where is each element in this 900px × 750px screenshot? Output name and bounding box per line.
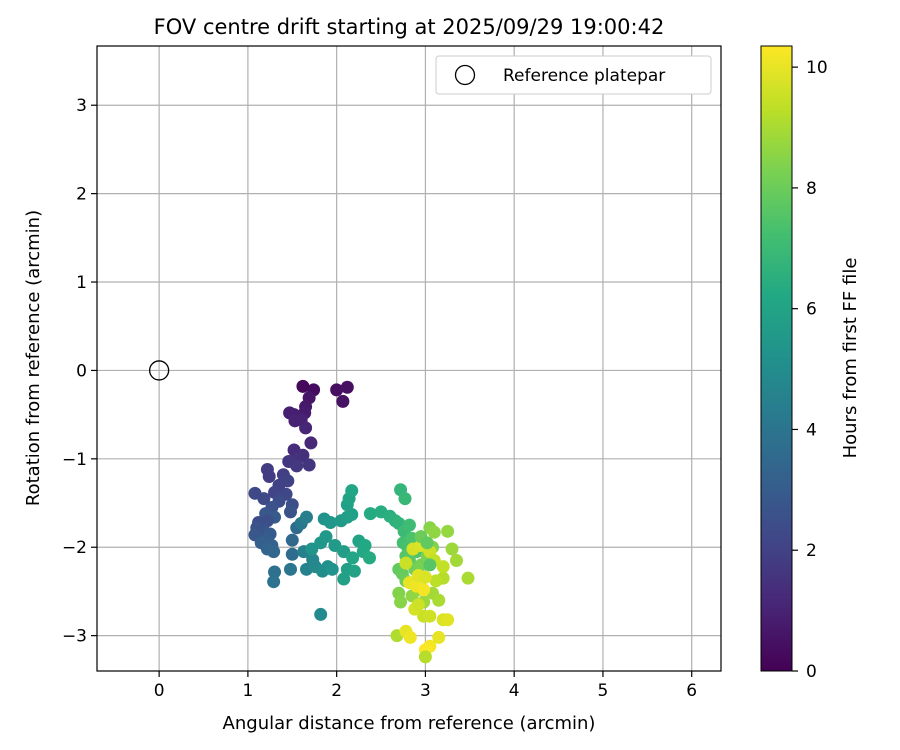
data-point <box>403 630 417 644</box>
reference-marker <box>148 360 170 381</box>
grid-lines <box>97 46 721 671</box>
colorbar-tick-label: 8 <box>806 179 817 199</box>
data-point <box>423 558 437 572</box>
legend-label: Reference platepar <box>503 66 665 86</box>
y-tick-label: 2 <box>76 185 87 205</box>
data-point <box>330 383 344 397</box>
data-point <box>268 565 282 579</box>
data-point <box>418 570 432 584</box>
y-tick-label: −2 <box>62 538 87 558</box>
data-point <box>346 551 360 565</box>
colorbar-tick-label: 2 <box>806 541 817 561</box>
data-point <box>347 564 361 578</box>
data-point <box>427 525 441 539</box>
scatter-points <box>248 379 475 664</box>
data-point <box>284 505 298 519</box>
data-point <box>449 553 463 567</box>
data-point <box>260 514 274 528</box>
colorbar: 0 2 4 6 8 10 Hours from first FF file <box>760 45 861 682</box>
data-point <box>363 507 377 521</box>
data-point <box>299 421 313 435</box>
data-point <box>285 547 299 561</box>
data-point <box>345 484 359 498</box>
data-point <box>285 533 299 547</box>
y-tick-label: 0 <box>76 361 87 381</box>
data-point <box>267 575 281 589</box>
data-point <box>420 536 434 550</box>
legend-box <box>435 55 712 95</box>
data-point <box>284 562 298 576</box>
data-point <box>363 551 377 565</box>
colorbar-tick-label: 0 <box>806 662 817 682</box>
data-point <box>423 609 437 623</box>
y-tick-label: −1 <box>62 450 87 470</box>
data-point <box>299 510 313 524</box>
data-point <box>411 598 425 612</box>
colorbar-label: Hours from first FF file <box>840 258 861 459</box>
y-tick-label: 1 <box>76 273 87 293</box>
data-point <box>461 571 475 585</box>
data-point <box>337 572 351 586</box>
legend-open-circle-icon <box>454 64 476 86</box>
data-point <box>325 562 339 576</box>
data-point <box>267 545 281 559</box>
colorbar-tick-label: 10 <box>806 58 828 78</box>
x-tick-label: 2 <box>331 681 342 701</box>
data-point <box>296 379 310 393</box>
data-point <box>418 650 432 664</box>
reference-platepar-point <box>148 360 170 381</box>
data-point <box>257 492 271 506</box>
x-tick-label: 4 <box>509 681 520 701</box>
y-axis-ticks: −3 −2 −1 0 1 2 3 <box>62 96 97 647</box>
colorbar-gradient <box>760 45 793 672</box>
y-tick-label: −3 <box>62 627 87 647</box>
data-point <box>432 593 446 607</box>
x-tick-label: 5 <box>598 681 609 701</box>
data-point <box>441 613 455 627</box>
x-tick-label: 1 <box>242 681 253 701</box>
x-axis-label: Angular distance from reference (arcmin) <box>223 713 596 734</box>
colorbar-ticks: 0 2 4 6 8 10 <box>792 58 828 682</box>
data-point <box>445 542 459 556</box>
data-point <box>429 574 443 588</box>
chart-title: FOV centre drift starting at 2025/09/29 … <box>154 15 665 39</box>
data-point <box>304 436 318 450</box>
x-tick-label: 6 <box>686 681 697 701</box>
data-point <box>340 380 354 394</box>
data-point <box>314 607 328 621</box>
x-axis-ticks: 0 1 2 3 4 5 6 <box>154 671 697 701</box>
y-tick-label: 3 <box>76 96 87 116</box>
data-point <box>417 583 431 597</box>
data-point <box>345 508 359 522</box>
x-tick-label: 3 <box>420 681 431 701</box>
data-point <box>398 492 412 506</box>
plot-frame <box>96 45 722 672</box>
colorbar-tick-label: 6 <box>806 300 817 320</box>
data-point <box>402 518 416 532</box>
y-axis-label: Rotation from reference (arcmin) <box>23 210 44 506</box>
legend: Reference platepar <box>435 55 712 95</box>
data-point <box>441 524 455 538</box>
data-point <box>336 394 350 408</box>
data-point <box>394 595 408 609</box>
data-point <box>432 630 446 644</box>
data-point <box>323 515 337 529</box>
x-tick-label: 0 <box>154 681 165 701</box>
data-point <box>358 538 372 552</box>
colorbar-tick-label: 4 <box>806 420 817 440</box>
data-point <box>290 459 304 473</box>
data-point <box>262 470 276 484</box>
data-point <box>302 458 316 472</box>
data-point <box>399 556 413 570</box>
data-point <box>319 530 333 544</box>
